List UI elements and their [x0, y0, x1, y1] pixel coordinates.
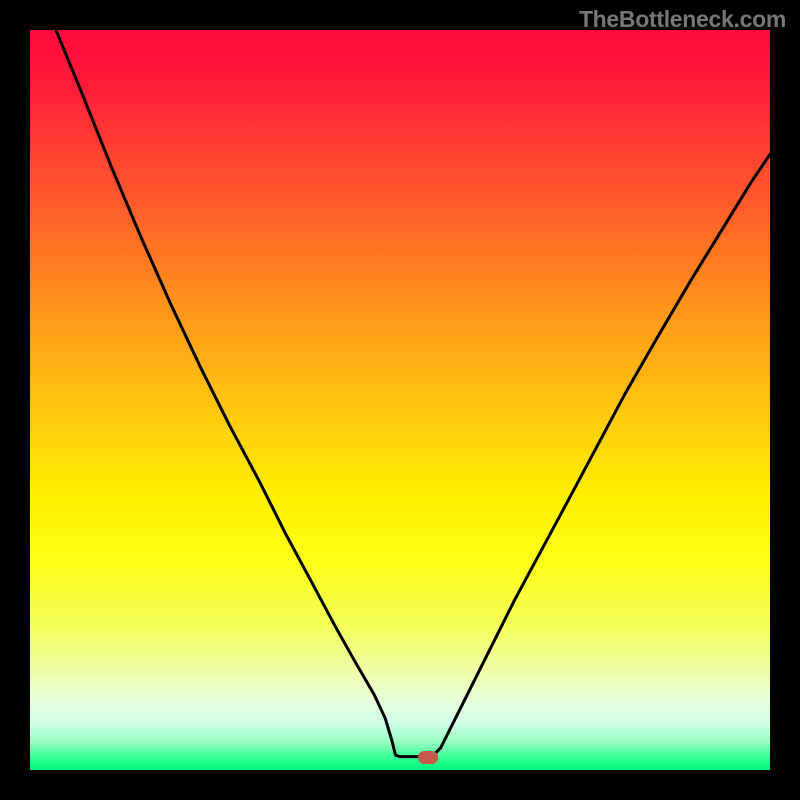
gradient-background: [30, 30, 770, 770]
plot-svg: [30, 30, 770, 770]
optimal-point-marker: [418, 751, 438, 764]
chart-frame: TheBottleneck.com: [0, 0, 800, 800]
plot-area: [30, 30, 770, 770]
watermark-label: TheBottleneck.com: [579, 6, 786, 33]
